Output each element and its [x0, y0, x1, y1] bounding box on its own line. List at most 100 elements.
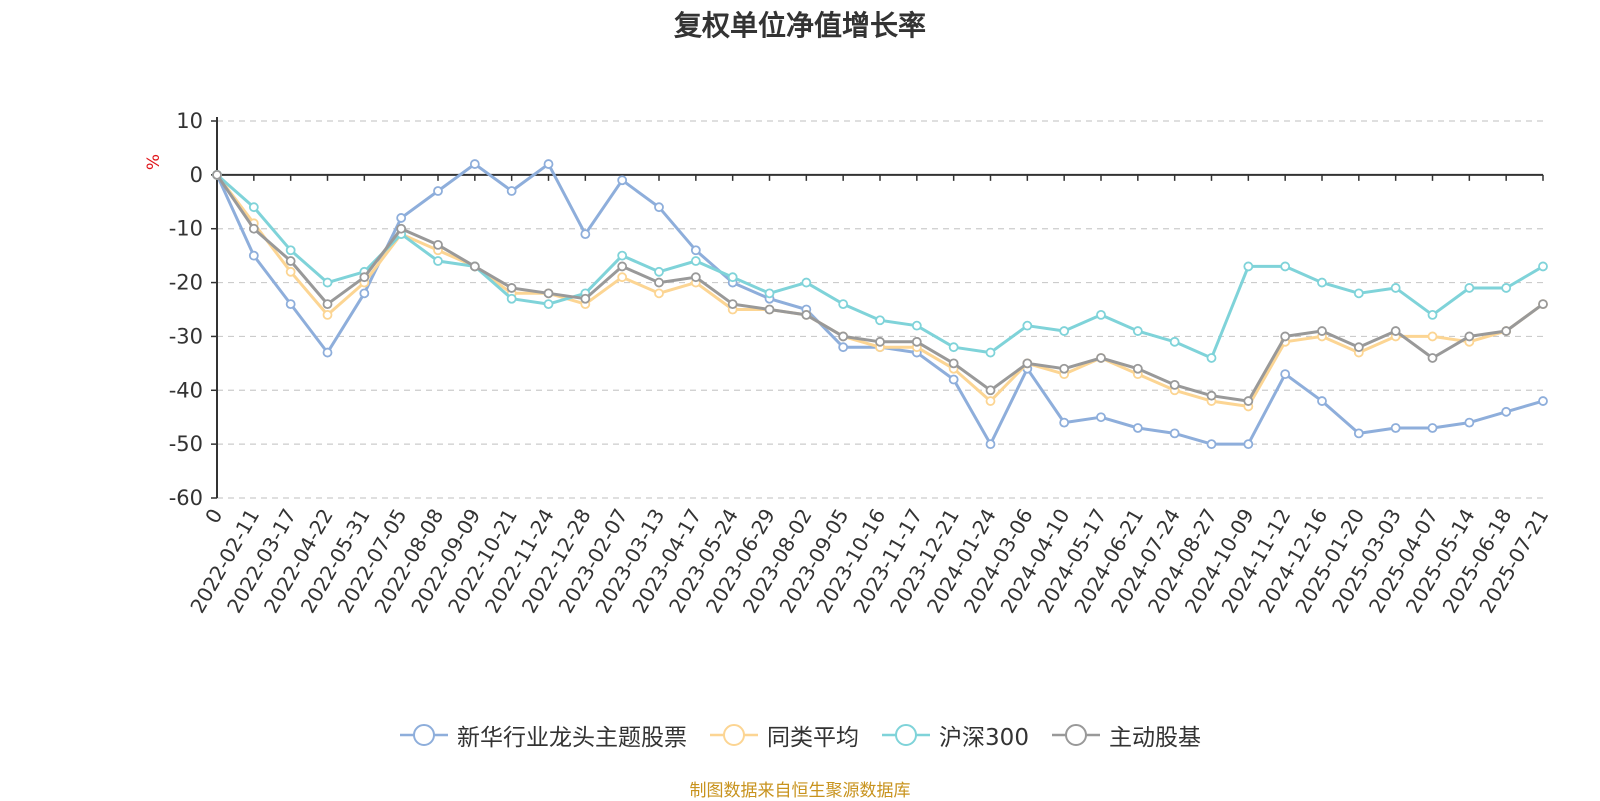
y-tick-label: -40: [169, 378, 203, 402]
data-point: [1501, 283, 1512, 293]
y-tick-label: -20: [169, 271, 203, 295]
data-point: [911, 336, 922, 347]
data-point: [654, 288, 664, 299]
data-point: [1022, 358, 1033, 369]
data-point: [1427, 331, 1438, 342]
data-point: [654, 266, 664, 277]
data-point: [1132, 423, 1143, 433]
data-point: [359, 272, 370, 283]
data-point: [1243, 261, 1254, 272]
data-point: [654, 277, 664, 288]
data-point: [1427, 423, 1438, 433]
legend-item-3[interactable]: 沪深300: [881, 718, 1029, 752]
data-point: [911, 320, 922, 331]
series-line-3: [216, 173, 1544, 360]
legend-swatch: [882, 724, 931, 746]
data-point: [948, 374, 959, 385]
legend-item-4[interactable]: 主动股基: [1051, 718, 1201, 752]
data-point: [322, 299, 333, 310]
data-point: [1353, 428, 1364, 439]
data-point: [1538, 396, 1548, 406]
data-point: [838, 342, 849, 353]
data-point: [359, 288, 370, 299]
data-point: [838, 331, 849, 342]
data-point: [1096, 353, 1106, 363]
data-point: [1059, 326, 1070, 336]
data-point: [985, 347, 996, 358]
series-line-2: [215, 173, 1544, 408]
data-point: [1464, 417, 1475, 428]
data-point: [543, 299, 554, 310]
data-point: [1280, 369, 1291, 380]
data-point: [506, 283, 517, 293]
data-point: [690, 256, 701, 266]
data-point: [1206, 439, 1217, 450]
x-tick-label: 0: [200, 505, 227, 528]
data-point: [875, 336, 885, 347]
data-point: [1353, 288, 1364, 299]
source-note: 制图数据来自恒生聚源数据库: [689, 781, 911, 801]
data-point: [248, 250, 259, 261]
data-point: [433, 256, 443, 266]
data-point: [1501, 406, 1512, 417]
data-point: [801, 277, 812, 288]
data-point: [1501, 326, 1512, 336]
data-point: [285, 266, 296, 277]
data-point: [690, 272, 701, 283]
data-point: [1132, 363, 1143, 374]
data-point: [1538, 261, 1548, 272]
y-tick-label: 0: [190, 163, 203, 187]
data-point: [285, 299, 296, 310]
data-point: [1169, 428, 1180, 439]
data-point: [248, 223, 259, 234]
data-point: [506, 293, 517, 304]
y-tick-label: 10: [176, 109, 203, 133]
data-point: [396, 223, 407, 234]
legend-swatch: [1051, 724, 1100, 746]
data-point: [285, 245, 296, 256]
y-tick-label: -30: [169, 324, 203, 348]
legend-item-2[interactable]: 同类平均: [709, 718, 859, 752]
data-point: [1427, 353, 1438, 363]
y-axis-label: %: [144, 154, 164, 170]
data-point: [690, 245, 701, 256]
data-point: [838, 299, 849, 310]
data-point: [1096, 412, 1106, 423]
data-point: [1096, 309, 1106, 320]
data-point: [543, 159, 554, 169]
data-point: [1243, 439, 1254, 450]
legend-item-1[interactable]: 新华行业龙头主题股票: [399, 718, 687, 752]
data-point: [948, 342, 959, 353]
data-point: [322, 309, 333, 320]
data-point: [1427, 309, 1438, 320]
legend-label: 同类平均: [767, 725, 860, 751]
data-point: [396, 213, 407, 223]
data-point: [985, 385, 996, 396]
data-point: [727, 299, 738, 310]
data-point: [580, 229, 591, 240]
data-point: [617, 175, 628, 186]
data-point: [212, 169, 222, 180]
data-point: [764, 304, 775, 315]
data-point: [248, 202, 259, 213]
data-point: [1169, 379, 1180, 390]
y-tick-label: -10: [169, 217, 203, 241]
data-point: [1206, 390, 1217, 401]
y-tick-label: -50: [169, 432, 203, 456]
data-point: [1317, 326, 1327, 336]
data-point: [1059, 417, 1070, 428]
data-point: [469, 159, 480, 169]
data-point: [948, 358, 959, 369]
data-point: [801, 309, 812, 320]
data-point: [433, 186, 443, 196]
data-point: [506, 186, 517, 196]
data-point: [617, 261, 628, 272]
data-point: [1169, 336, 1180, 347]
legend-label: 沪深300: [939, 725, 1029, 751]
data-point: [1280, 331, 1291, 342]
data-point: [617, 272, 628, 283]
data-point: [985, 439, 996, 450]
data-point: [1022, 320, 1033, 331]
data-point: [1390, 326, 1401, 336]
data-point: [1132, 326, 1143, 336]
